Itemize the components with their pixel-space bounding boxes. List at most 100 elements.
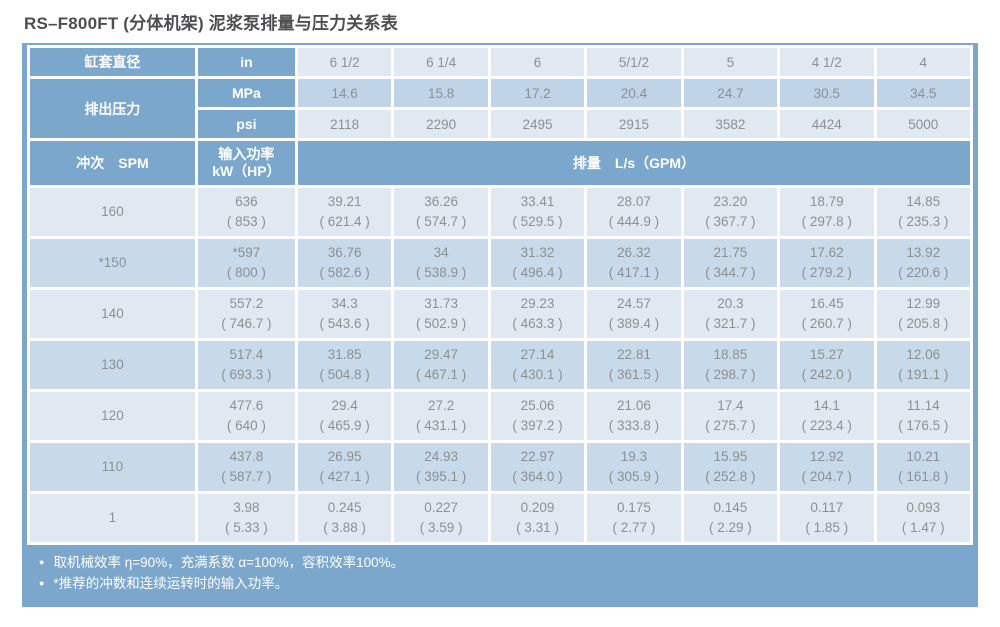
stroke-spm-header: 冲次 SPM xyxy=(30,141,195,185)
displacement-cell: 18.79( 297.8 ) xyxy=(780,188,874,236)
liner-diameter-value: 4 1/2 xyxy=(780,48,874,76)
table-body: 160 636( 853 ) 39.21( 621.4 ) 36.26( 574.7 … xyxy=(30,188,970,542)
input-power-cell: *597( 800 ) xyxy=(197,239,295,287)
displacement-cell: 22.97( 364.0 ) xyxy=(490,443,585,491)
mpa-unit-label: MPa xyxy=(197,79,295,107)
displacement-cell: 24.93( 395.1 ) xyxy=(394,443,488,491)
liner-diameter-row: 缸套直径 in 6 1/2 6 1/4 6 5/1/2 5 4 1/2 4 xyxy=(30,48,970,76)
input-power-header-line2: kW（HP） xyxy=(212,163,281,179)
psi-value: 3582 xyxy=(683,110,778,138)
displacement-cell: 27.14( 430.1 ) xyxy=(490,341,585,389)
pump-spec-table: 缸套直径 in 6 1/2 6 1/4 6 5/1/2 5 4 1/2 4 排出… xyxy=(27,45,973,545)
bullet-icon: ● xyxy=(39,577,45,588)
mpa-value: 15.8 xyxy=(394,79,488,107)
psi-value: 4424 xyxy=(780,110,874,138)
displacement-cell: 11.14( 176.5 ) xyxy=(876,392,970,440)
footnotes: ● 取机械效率 η=90%，充满系数 α=100%，容积效率100%。 ● *推… xyxy=(27,545,973,607)
displacement-cell: 26.95( 427.1 ) xyxy=(297,443,392,491)
input-power-cell: 477.6( 640 ) xyxy=(197,392,295,440)
displacement-cell: 0.175( 2.77 ) xyxy=(587,494,681,542)
displacement-cell: 31.85( 504.8 ) xyxy=(297,341,392,389)
displacement-header: 排量 L/s（GPM） xyxy=(297,141,970,185)
displacement-cell: 0.093( 1.47 ) xyxy=(876,494,970,542)
displacement-cell: 0.145( 2.29 ) xyxy=(683,494,778,542)
displacement-cell: 12.99( 205.8 ) xyxy=(876,290,970,338)
input-power-cell: 437.8( 587.7 ) xyxy=(197,443,295,491)
displacement-cell: 14.1( 223.4 ) xyxy=(780,392,874,440)
displacement-cell: 29.4( 465.9 ) xyxy=(297,392,392,440)
spm-cell: 130 xyxy=(30,341,195,389)
mpa-value: 24.7 xyxy=(683,79,778,107)
displacement-cell: 22.81( 361.5 ) xyxy=(587,341,681,389)
input-power-cell: 3.98( 5.33 ) xyxy=(197,494,295,542)
displacement-cell: 20.3( 321.7 ) xyxy=(683,290,778,338)
displacement-cell: 34.3( 543.6 ) xyxy=(297,290,392,338)
table-row: 1 3.98( 5.33 ) 0.245( 3.88 ) 0.227( 3.59 ) 0… xyxy=(30,494,970,542)
spm-cell: 120 xyxy=(30,392,195,440)
displacement-cell: 36.76( 582.6 ) xyxy=(297,239,392,287)
table-row: 120 477.6( 640 ) 29.4( 465.9 ) 27.2( 431.1 … xyxy=(30,392,970,440)
footnote-text: *推荐的冲数和连续运转时的输入功率。 xyxy=(53,575,289,591)
displacement-cell: 13.92( 220.6 ) xyxy=(876,239,970,287)
displacement-cell: 33.41( 529.5 ) xyxy=(490,188,585,236)
displacement-cell: 0.209( 3.31 ) xyxy=(490,494,585,542)
mpa-value: 17.2 xyxy=(490,79,585,107)
psi-value: 2290 xyxy=(394,110,488,138)
displacement-cell: 12.92( 204.7 ) xyxy=(780,443,874,491)
discharge-pressure-label: 排出压力 xyxy=(30,79,195,138)
displacement-cell: 31.73( 502.9 ) xyxy=(394,290,488,338)
spm-cell: 1 xyxy=(30,494,195,542)
displacement-cell: 14.85( 235.3 ) xyxy=(876,188,970,236)
table-row: *150 *597( 800 ) 36.76( 582.6 ) 34( 538.9 )… xyxy=(30,239,970,287)
discharge-pressure-mpa-row: 排出压力 MPa 14.6 15.8 17.2 20.4 24.7 30.5 3… xyxy=(30,79,970,138)
displacement-cell: 17.62( 279.2 ) xyxy=(780,239,874,287)
page-title: RS–F800FT (分体机架) 泥浆泵排量与压力关系表 xyxy=(24,14,398,33)
displacement-cell: 12.06( 191.1 ) xyxy=(876,341,970,389)
input-power-header: 输入功率 kW（HP） xyxy=(197,141,295,185)
footnote-text: 取机械效率 η=90%，充满系数 α=100%，容积效率100%。 xyxy=(53,555,405,570)
displacement-cell: 0.227( 3.59 ) xyxy=(394,494,488,542)
displacement-cell: 15.95( 252.8 ) xyxy=(683,443,778,491)
displacement-cell: 29.47( 467.1 ) xyxy=(394,341,488,389)
mpa-value: 30.5 xyxy=(780,79,874,107)
spm-cell: *150 xyxy=(30,239,195,287)
psi-value: 2495 xyxy=(490,110,585,138)
liner-diameter-label: 缸套直径 xyxy=(30,48,195,76)
bullet-icon: ● xyxy=(39,557,45,567)
psi-unit-label: psi xyxy=(197,110,295,138)
footnote: ● 取机械效率 η=90%，充满系数 α=100%，容积效率100%。 xyxy=(37,553,967,574)
liner-diameter-value: 4 xyxy=(876,48,970,76)
section-header-row: 冲次 SPM 输入功率 kW（HP） 排量 L/s（GPM） xyxy=(30,141,970,185)
table-row: 130 517.4( 693.3 ) 31.85( 504.8 ) 29.47( 46… xyxy=(30,341,970,389)
liner-diameter-value: 6 1/4 xyxy=(394,48,488,76)
displacement-cell: 18.85( 298.7 ) xyxy=(683,341,778,389)
spm-cell: 110 xyxy=(30,443,195,491)
spm-cell: 140 xyxy=(30,290,195,338)
liner-diameter-value: 6 xyxy=(490,48,585,76)
input-power-header-line1: 输入功率 xyxy=(218,145,275,162)
psi-value: 5000 xyxy=(876,110,970,138)
displacement-cell: 36.26( 574.7 ) xyxy=(394,188,488,236)
liner-diameter-unit: in xyxy=(197,48,295,76)
psi-value: 2915 xyxy=(587,110,681,138)
mpa-value: 14.6 xyxy=(297,79,392,107)
displacement-cell: 29.23( 463.3 ) xyxy=(490,290,585,338)
displacement-cell: 31.32( 496.4 ) xyxy=(490,239,585,287)
mpa-value: 34.5 xyxy=(876,79,970,107)
table-row: 160 636( 853 ) 39.21( 621.4 ) 36.26( 574.7 … xyxy=(30,188,970,236)
liner-diameter-value: 6 1/2 xyxy=(297,48,392,76)
displacement-cell: 0.245( 3.88 ) xyxy=(297,494,392,542)
displacement-cell: 39.21( 621.4 ) xyxy=(297,188,392,236)
discharge-pressure-psi-row: psi 2118 2290 2495 2915 3582 4424 5000 xyxy=(30,110,970,138)
displacement-cell: 28.07( 444.9 ) xyxy=(587,188,681,236)
displacement-cell: 19.3( 305.9 ) xyxy=(587,443,681,491)
displacement-cell: 0.117( 1.85 ) xyxy=(780,494,874,542)
displacement-cell: 17.4( 275.7 ) xyxy=(683,392,778,440)
displacement-cell: 10.21( 161.8 ) xyxy=(876,443,970,491)
displacement-cell: 21.75( 344.7 ) xyxy=(683,239,778,287)
displacement-cell: 15.27( 242.0 ) xyxy=(780,341,874,389)
displacement-cell: 21.06( 333.8 ) xyxy=(587,392,681,440)
displacement-cell: 27.2( 431.1 ) xyxy=(394,392,488,440)
footnote: ● *推荐的冲数和连续运转时的输入功率。 xyxy=(37,574,967,595)
input-power-cell: 517.4( 693.3 ) xyxy=(197,341,295,389)
